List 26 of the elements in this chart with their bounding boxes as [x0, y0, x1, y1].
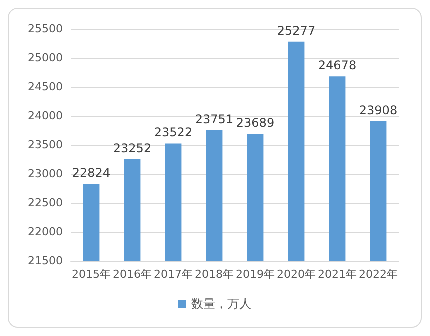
y-tick-label: 23500 [28, 138, 63, 152]
x-tick-label: 2016年 [113, 268, 152, 281]
x-tick-label: 2020年 [277, 268, 316, 281]
y-tick-label: 25500 [28, 22, 63, 36]
data-label: 22824 [72, 166, 111, 180]
y-tick-label: 22500 [28, 196, 63, 210]
y-tick-label: 25000 [28, 52, 63, 64]
y-tick-label: 24000 [28, 110, 63, 122]
x-tick-label: 2015年 [72, 268, 111, 281]
y-tick-label: 21500 [28, 254, 63, 268]
x-tick-label: 2019年 [236, 268, 275, 281]
data-label: 24678 [318, 58, 357, 73]
x-tick-label: 2018年 [195, 268, 234, 281]
y-tick-label: 23000 [28, 168, 63, 180]
x-tick-label: 2022年 [359, 268, 398, 281]
x-tick-label: 2021年 [318, 268, 357, 281]
legend-label: 数量，万人 [192, 297, 252, 311]
data-label: 23689 [236, 116, 275, 130]
data-label: 23751 [195, 112, 234, 126]
data-label: 23252 [113, 141, 152, 156]
x-tick-label: 2017年 [154, 268, 193, 281]
data-label: 23908 [359, 103, 398, 118]
data-label: 25277 [277, 24, 316, 38]
y-tick-label: 22000 [28, 226, 63, 238]
data-label: 23522 [154, 126, 193, 140]
y-tick-label: 24500 [28, 80, 63, 94]
